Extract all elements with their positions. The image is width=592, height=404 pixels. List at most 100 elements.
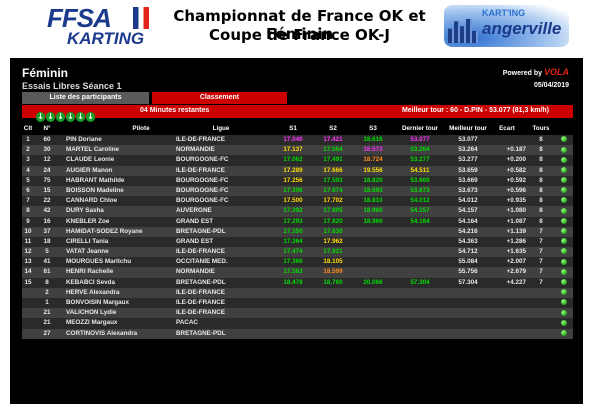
col-pilote: Pilote bbox=[132, 125, 150, 132]
tab-classement[interactable]: Classement bbox=[152, 92, 287, 104]
cell-clt: 3 bbox=[26, 156, 30, 164]
cell-tours: 8 bbox=[539, 197, 543, 205]
cell-number: 27 bbox=[43, 329, 51, 337]
karting-logo-text: KARTING bbox=[67, 29, 145, 48]
table-row[interactable]: 14 61 HENRI Rachelle NORMANDIE 17.563 18.599 5… bbox=[22, 267, 573, 278]
status-cell bbox=[559, 318, 569, 328]
kartingangerville-logo: KART'ING angerville bbox=[444, 5, 569, 47]
cell-ecart: +0.200 bbox=[506, 156, 526, 164]
cell-meilleur-tour: 57.304 bbox=[458, 278, 478, 286]
table-header: Clt N° Pilote Ligue S1 S2 S3 Dernier tou… bbox=[22, 123, 573, 135]
cell-ecart: +1.080 bbox=[506, 207, 526, 215]
cell-s1: 17.062 bbox=[283, 156, 303, 164]
table-row[interactable]: 9 16 KNEBLER Zoe GRAND EST 17.293 17.820 18.96… bbox=[22, 216, 573, 227]
table-row[interactable]: 2 30 MARTEL Caroline NORMANDIE 17.137 17.554 1… bbox=[22, 145, 573, 156]
table-row[interactable]: 15 8 KEBABCI Sevda BRETAGNE-PDL 18.478 18.760… bbox=[22, 277, 573, 288]
cell-tours: 8 bbox=[539, 217, 543, 225]
col-clt: Clt bbox=[23, 125, 33, 132]
cell-pilote: MOURGUES Maritchu bbox=[66, 258, 132, 266]
table-row[interactable]: 1 BONVOISIN Margaux ILE-DE-FRANCE bbox=[22, 298, 573, 309]
cell-clt: 7 bbox=[26, 197, 30, 205]
table-row[interactable]: 3 12 CLAUDE Leonie BOURGOGNE-FC 17.062 17.491… bbox=[22, 155, 573, 166]
cell-tours: 7 bbox=[539, 268, 543, 276]
cell-number: 5 bbox=[45, 248, 49, 256]
col-s3: S3 bbox=[369, 125, 377, 132]
status-cell bbox=[559, 298, 569, 308]
table-row[interactable]: 13 41 MOURGUES Maritchu OCCITANIE MED. 17.36… bbox=[22, 257, 573, 268]
table-row[interactable]: 21 MEOZZI Margaux PACAC bbox=[22, 318, 573, 329]
table-row[interactable]: 12 5 VATAT Jeanne ILE-DE-FRANCE 17.474 17.921… bbox=[22, 247, 573, 258]
cell-s3: 18.616 bbox=[363, 136, 383, 143]
table-row[interactable]: 4 24 AUGIER Manon ILE-DE-FRANCE 17.289 17.666… bbox=[22, 165, 573, 176]
green-dot-icon bbox=[561, 156, 567, 163]
cell-tours: 7 bbox=[539, 248, 543, 256]
cell-clt: 2 bbox=[26, 146, 30, 154]
time-remaining: 04 Minutes restantes bbox=[140, 107, 210, 114]
col-s2: S2 bbox=[329, 125, 337, 132]
cell-ligue: GRAND EST bbox=[176, 217, 214, 225]
cell-s2: 17.820 bbox=[323, 217, 343, 225]
cell-ecart: +0.582 bbox=[506, 166, 526, 174]
cell-number: 60 bbox=[43, 136, 51, 143]
cell-s2: 17.962 bbox=[323, 237, 343, 245]
cell-meilleur-tour: 54.216 bbox=[458, 227, 478, 235]
table-row[interactable]: 11 18 CIRELLI Tania GRAND EST 17.364 17.962 54… bbox=[22, 236, 573, 248]
cell-pilote: HENRI Rachelle bbox=[66, 268, 114, 276]
cell-s3: 18.573 bbox=[363, 146, 383, 154]
cell-clt: 13 bbox=[24, 258, 32, 266]
cell-dernier-tour: 53.077 bbox=[410, 136, 430, 143]
cell-s2: 17.666 bbox=[323, 166, 343, 174]
cell-dernier-tour: 54.157 bbox=[410, 207, 430, 215]
tab-participants[interactable]: Liste des participants bbox=[22, 92, 149, 104]
cell-clt: 8 bbox=[26, 207, 30, 215]
cell-s1: 17.306 bbox=[283, 186, 303, 194]
table-row[interactable]: 8 42 DURY Sasha AUVERGNE 17.392 17.805 18.960 5… bbox=[22, 206, 573, 217]
green-dot-icon bbox=[561, 136, 567, 143]
cell-number: 8 bbox=[45, 278, 49, 286]
flag-arrows: ↓ ↓ ↓ ↓ ↓ ↓ bbox=[36, 106, 96, 124]
status-cell bbox=[559, 186, 569, 196]
table-row[interactable]: 10 37 HAMIDAT-SODEZ Royane BRETAGNE-PDL 17.3… bbox=[22, 226, 573, 237]
cell-number: 12 bbox=[43, 156, 51, 164]
cell-number: 18 bbox=[43, 237, 51, 245]
cell-s2: 17.702 bbox=[323, 197, 343, 205]
cell-meilleur-tour: 55.756 bbox=[458, 268, 478, 276]
cell-number: 21 bbox=[43, 309, 51, 317]
cell-s1: 17.293 bbox=[283, 217, 303, 225]
cell-meilleur-tour: 54.164 bbox=[458, 217, 478, 225]
green-dot-icon bbox=[561, 248, 567, 255]
cell-ligue: ILE-DE-FRANCE bbox=[176, 288, 225, 296]
cell-ecart: +0.935 bbox=[506, 197, 526, 205]
table-row[interactable]: 7 22 CANNARD Chloe BOURGOGNE-FC 17.500 17.702… bbox=[22, 196, 573, 207]
cell-dernier-tour: 54.164 bbox=[410, 217, 430, 225]
cup-title: Coupe de France OK-J bbox=[209, 26, 390, 44]
table-row[interactable]: 5 75 HABRANT Mathilde BOURGOGNE-FC 17.256 17.… bbox=[22, 175, 573, 186]
table-row[interactable]: 6 15 BOISSON Madeline BOURGOGNE-FC 17.306 17.… bbox=[22, 185, 573, 197]
cell-tours: 8 bbox=[539, 146, 543, 154]
cell-number: 21 bbox=[43, 319, 51, 327]
status-cell bbox=[559, 257, 569, 267]
cell-tours: 7 bbox=[539, 278, 543, 286]
cell-s1: 17.392 bbox=[283, 207, 303, 215]
ffsa-logo-text: FFSA bbox=[47, 3, 112, 33]
table-row[interactable]: 27 CORTINOVIS Alexandra BRETAGNE-PDL bbox=[22, 328, 573, 339]
table-row[interactable]: 2 HERVE Alexandra ILE-DE-FRANCE bbox=[22, 287, 573, 298]
cell-meilleur-tour: 53.264 bbox=[458, 146, 478, 154]
status-cell bbox=[559, 155, 569, 165]
ffsa-karting-logo: FFSA KARTING bbox=[45, 3, 155, 48]
cell-s3: 20.066 bbox=[363, 278, 383, 286]
cell-s2: 18.105 bbox=[323, 258, 343, 266]
partner-logo-top: KART'ING bbox=[482, 8, 526, 18]
cell-number: 2 bbox=[45, 288, 49, 296]
table-row[interactable]: 21 VALICHON Lydie ILE-DE-FRANCE bbox=[22, 308, 573, 319]
green-dot-icon bbox=[561, 299, 567, 306]
status-cell bbox=[559, 176, 569, 186]
table-row[interactable]: 1 60 PIN Doriane ILE-DE-FRANCE 17.040 17.421 1… bbox=[22, 135, 573, 146]
session-date: 05/04/2019 bbox=[533, 82, 569, 89]
cell-pilote: AUGIER Manon bbox=[66, 166, 113, 174]
cell-number: 16 bbox=[43, 217, 51, 225]
cell-pilote: VATAT Jeanne bbox=[66, 248, 109, 256]
arrow-down-icon: ↓ bbox=[36, 112, 45, 122]
green-dot-icon bbox=[561, 319, 567, 326]
timing-board: Féminin Powered by VOLA Essais Libres Sé… bbox=[10, 58, 583, 404]
